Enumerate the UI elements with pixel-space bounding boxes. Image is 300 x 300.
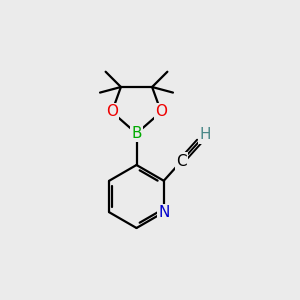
Text: H: H	[200, 127, 211, 142]
Text: B: B	[131, 126, 142, 141]
Text: O: O	[106, 104, 118, 119]
Text: O: O	[155, 104, 167, 119]
Text: C: C	[176, 154, 187, 169]
Text: N: N	[158, 205, 169, 220]
